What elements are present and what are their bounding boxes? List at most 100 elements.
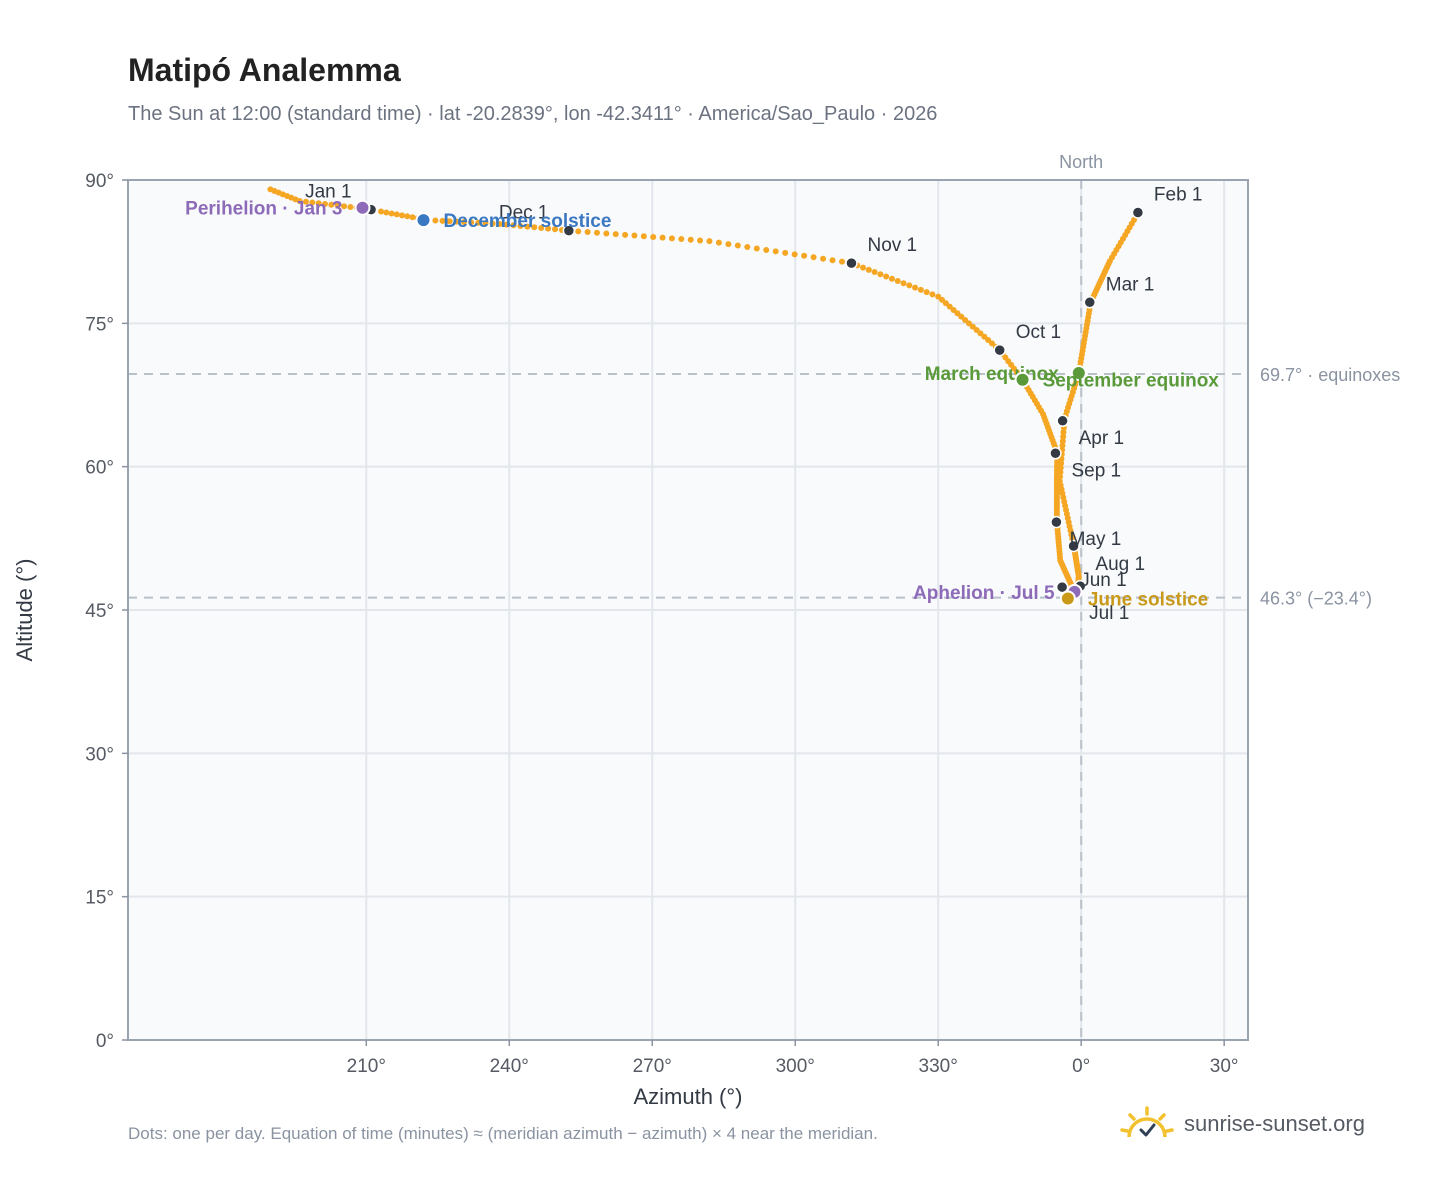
sun-logo-icon [1120,1106,1174,1138]
daily-dot [388,210,395,217]
month-label: Nov 1 [867,235,917,256]
daily-dot [772,248,779,255]
x-tick-label: 210° [347,1056,386,1077]
daily-dot [888,275,895,282]
daily-dot [446,218,453,225]
month-marker [993,343,1006,357]
daily-dot [1059,438,1066,445]
x-tick-label: 0° [1072,1056,1090,1077]
month-marker [1050,515,1063,529]
x-tick-label: 30° [1210,1056,1239,1077]
daily-dot [378,208,385,215]
daily-dot [678,236,685,243]
reference-line-label: 69.7° · equinoxes [1260,365,1400,385]
daily-dot [860,264,867,271]
daily-dot [309,199,316,206]
daily-dot [510,222,517,229]
y-tick-label: 15° [85,888,114,909]
daily-dot [328,201,335,208]
month-marker [1056,414,1069,428]
daily-dot [531,224,538,231]
month-marker [562,224,576,237]
daily-dot [668,235,675,242]
month-marker [1055,580,1069,594]
daily-dot [545,225,552,232]
daily-dot [801,252,808,259]
month-label: May 1 [1070,529,1122,550]
event-label-march_equinox: March equinox [925,364,1060,385]
daily-dot [763,246,770,253]
daily-dot [439,217,446,224]
chart-subtitle: The Sun at 12:00 (standard time) · lat -… [128,103,938,125]
event-marker-june_solstice [1059,590,1076,607]
daily-dot [839,258,846,265]
event-label-december_solstice: December solstice [443,211,611,232]
daily-dot [393,211,400,218]
daily-dot [871,269,878,276]
month-label: Oct 1 [1016,322,1061,343]
daily-dot [315,200,322,207]
daily-dot [302,198,309,205]
daily-dot [383,209,390,216]
x-tick-label: 300° [776,1056,815,1077]
y-axis-label: Altitude (°) [12,559,37,662]
daily-dot [496,220,503,227]
month-label: Apr 1 [1079,428,1124,449]
y-tick-label: 0° [96,1031,114,1052]
y-tick-label: 45° [85,601,114,622]
daily-dot [399,212,406,219]
daily-dot [906,282,913,289]
month-markers: Jan 1 Feb 1 Mar 1 Apr 1 May 1 Jun 1 Jul 1 Aug 1… [305,182,1202,624]
daily-dot [409,214,416,221]
month-label: Mar 1 [1106,274,1155,295]
daily-dot [1060,429,1067,436]
daily-dot [929,291,936,298]
daily-dot [687,236,694,243]
daily-dot [900,280,907,287]
y-tick-label: 75° [85,314,114,335]
daily-dot [659,234,666,241]
daily-dot [538,224,545,231]
x-axis-label: Azimuth (°) [633,1084,742,1109]
axes: 210° 240° 270° 300° 330° 0° 30° 0° 15° 30° 45° 60° 7… [85,171,1238,1077]
month-marker [1083,296,1097,309]
event-label-june_solstice: June solstice [1088,590,1208,611]
daily-dot [334,202,341,209]
daily-dot [482,220,489,227]
daily-dot [877,271,884,278]
month-marker [1131,206,1145,219]
daily-dot [829,257,836,264]
event-label-perihelion: Perihelion · Jan 3 [185,199,342,220]
event-marker-december_solstice [415,212,432,229]
daily-dot [468,219,475,226]
daily-dot [461,219,467,226]
daily-dot [432,217,439,224]
daily-dot [347,203,354,210]
x-tick-label: 240° [490,1056,529,1077]
chart-title: Matipó Analemma [128,52,401,88]
daily-dot [706,238,713,245]
daily-dot [923,289,930,296]
daily-dot [883,273,890,280]
daily-dot [715,239,722,246]
event-marker-september_equinox [1014,371,1031,388]
y-tick-label: 90° [85,171,114,192]
meridian-label: North [1059,152,1103,172]
daily-dot [640,233,647,240]
daily-dot [631,232,638,239]
month-label: Jun 1 [1080,570,1126,591]
brand-logo[interactable]: sunrise-sunset.org [1120,1102,1365,1146]
daily-dot [341,203,348,210]
daily-dot [622,231,629,238]
daily-dot [865,266,872,273]
daily-dot [734,242,741,249]
daily-dot [584,229,591,236]
y-tick-label: 60° [85,458,114,479]
daily-dot [725,241,732,248]
month-label: Sep 1 [1071,460,1121,481]
y-tick-label: 30° [85,744,114,765]
footnote: Dots: one per day. Equation of time (min… [128,1124,878,1143]
event-label-aphelion: Aphelion · Jul 5 [913,583,1055,604]
x-tick-label: 270° [633,1056,672,1077]
